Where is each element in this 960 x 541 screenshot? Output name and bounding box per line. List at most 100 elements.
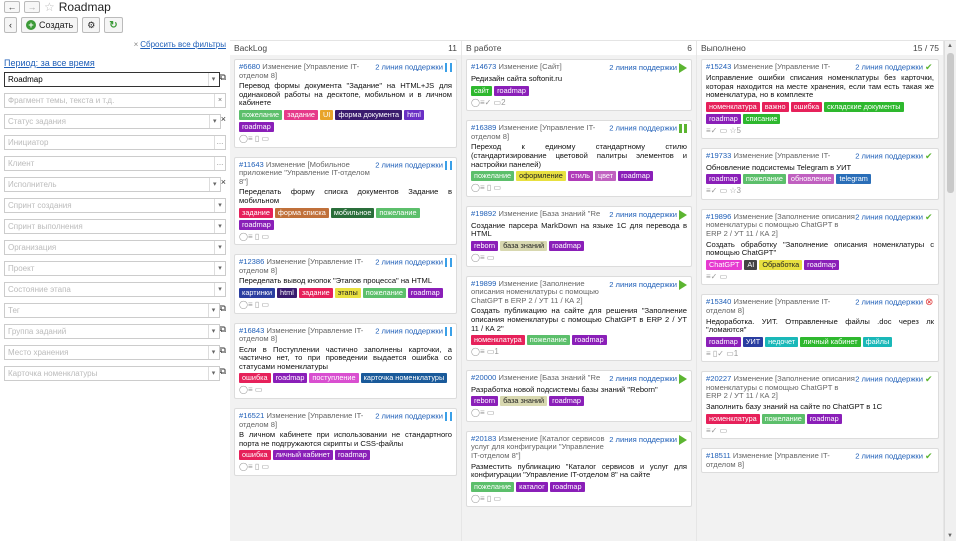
- organization-select[interactable]: Организация ▾: [4, 240, 226, 255]
- tag-badge[interactable]: ошибка: [239, 373, 271, 384]
- task-card[interactable]: #15243 Изменение [Управление IT- 2 линия …: [701, 59, 939, 140]
- project2-select[interactable]: Проект ▾: [4, 261, 226, 276]
- reset-filters[interactable]: × Сбросить все фильтры: [4, 40, 226, 52]
- pause-icon[interactable]: [445, 63, 452, 72]
- executor-select-extra-icon[interactable]: ×: [220, 177, 226, 187]
- card-id[interactable]: #16389: [471, 123, 497, 133]
- tag-badge[interactable]: задание: [284, 109, 318, 120]
- card-id[interactable]: #11643: [239, 159, 264, 169]
- nomenclature-card-select[interactable]: Карточка номенклатуры ▾: [4, 366, 220, 381]
- tag-badge[interactable]: пожелание: [761, 413, 805, 424]
- tag-badge[interactable]: reborn: [471, 396, 499, 407]
- pause-icon[interactable]: [445, 326, 452, 336]
- project-select[interactable]: Roadmap ▾: [4, 72, 220, 87]
- tag-badge[interactable]: roadmap: [549, 396, 584, 407]
- tag-badge[interactable]: reborn: [471, 240, 499, 251]
- tag-badge[interactable]: номенклатура: [706, 101, 760, 112]
- tag-badge[interactable]: номенклатура: [471, 335, 525, 346]
- tag-badge[interactable]: мобильное: [330, 207, 375, 218]
- card-id[interactable]: #18511: [706, 451, 731, 461]
- tag-badge[interactable]: roadmap: [706, 113, 741, 124]
- board-scrollbar[interactable]: ▲ ▼: [944, 41, 956, 541]
- client-select-button-icon[interactable]: …: [214, 157, 225, 170]
- card-id[interactable]: #20227: [706, 374, 732, 384]
- tag-badge[interactable]: roadmap: [407, 287, 443, 298]
- storage-select-extra-icon[interactable]: ⧉: [219, 345, 226, 355]
- storage-select[interactable]: Место хранения ▾: [4, 345, 220, 360]
- tag-badge[interactable]: форма документа: [335, 109, 403, 120]
- card-id[interactable]: #14673: [471, 62, 497, 71]
- tag-badge[interactable]: roadmap: [804, 259, 839, 270]
- tag-badge[interactable]: этапы: [334, 287, 361, 298]
- play-icon[interactable]: [679, 373, 687, 384]
- tag-badge[interactable]: УИТ: [742, 336, 764, 347]
- card-id[interactable]: #16843: [239, 325, 265, 335]
- tag-badge[interactable]: ChatGPT: [706, 259, 743, 270]
- status-select[interactable]: Статус задания ▾: [4, 114, 221, 129]
- tag-badge[interactable]: номенклатура: [706, 413, 760, 424]
- initiator-select[interactable]: Инициатор…: [4, 135, 226, 150]
- tag-badge[interactable]: личный кабинет: [272, 450, 333, 461]
- card-id[interactable]: #20000: [471, 372, 497, 382]
- tag-badge[interactable]: telegram: [836, 174, 871, 185]
- tag-badge[interactable]: форма списка: [274, 207, 329, 218]
- favorite-star-icon[interactable]: ☆: [44, 0, 55, 14]
- nomenclature-card-select-extra-icon[interactable]: ⧉: [219, 366, 226, 376]
- tag-select-button-icon[interactable]: ▾: [207, 304, 219, 317]
- tag-badge[interactable]: roadmap: [549, 240, 584, 251]
- tag-badge[interactable]: roadmap: [806, 413, 842, 424]
- tag-badge[interactable]: каталог: [516, 481, 548, 492]
- tag-badge[interactable]: html: [277, 287, 297, 298]
- task-card[interactable]: #12386 Изменение [Управление IT-отделом …: [234, 254, 457, 314]
- tag-badge[interactable]: пожелание: [362, 287, 406, 298]
- tag-badge[interactable]: пожелание: [239, 109, 283, 120]
- tag-badge[interactable]: UI: [320, 109, 334, 120]
- sprint-created-select[interactable]: Спринт создания ▾: [4, 198, 226, 213]
- tag-badge[interactable]: AI: [744, 259, 758, 270]
- settings-button[interactable]: ⚙: [82, 17, 101, 33]
- tag-badge[interactable]: задание: [239, 207, 273, 218]
- initiator-select-button-icon[interactable]: …: [214, 136, 225, 149]
- tag-badge[interactable]: списание: [742, 113, 781, 124]
- nomenclature-card-select-button-icon[interactable]: ▾: [207, 367, 219, 380]
- tag-badge[interactable]: пожелание: [471, 481, 515, 492]
- pause-icon[interactable]: [679, 124, 687, 134]
- tag-badge[interactable]: пожелание: [376, 207, 420, 218]
- card-id[interactable]: #12386: [239, 257, 265, 267]
- card-id[interactable]: #16521: [239, 411, 265, 421]
- card-id[interactable]: #19892: [471, 208, 497, 218]
- task-card[interactable]: #18511 Изменение [Управление IT-отделом …: [701, 448, 939, 474]
- task-group-select[interactable]: Группа заданий ▾: [4, 324, 220, 339]
- task-group-select-extra-icon[interactable]: ⧉: [219, 324, 226, 334]
- task-card[interactable]: #19899 Изменение [Заполнение описания но…: [466, 275, 692, 361]
- tag-badge[interactable]: ошибка: [239, 450, 271, 461]
- executor-select[interactable]: Исполнитель ▾: [4, 177, 221, 192]
- task-card[interactable]: #16843 Изменение [Управление IT-отделом …: [234, 322, 457, 400]
- tag-badge[interactable]: ошибка: [790, 101, 823, 112]
- task-card[interactable]: #19733 Изменение [Управление IT- 2 линия …: [701, 148, 939, 200]
- task-card[interactable]: #11643 Изменение [Мобильное приложение "…: [234, 156, 457, 246]
- tag-badge[interactable]: карточка номенклатуры: [360, 373, 448, 384]
- status-select-button-icon[interactable]: ▾: [208, 115, 220, 128]
- tag-badge[interactable]: стиль: [567, 171, 593, 182]
- tag-badge[interactable]: оформление: [516, 171, 566, 182]
- tag-badge[interactable]: база знаний: [500, 240, 548, 251]
- task-group-select-button-icon[interactable]: ▾: [207, 325, 219, 338]
- project2-select-button-icon[interactable]: ▾: [214, 262, 225, 275]
- tag-badge[interactable]: цвет: [594, 171, 617, 182]
- forward-arrow-icon[interactable]: →: [24, 1, 40, 13]
- tag-badge[interactable]: обновление: [787, 174, 835, 185]
- pause-icon[interactable]: [445, 160, 452, 170]
- play-icon[interactable]: [679, 63, 687, 73]
- project-select-extra-icon[interactable]: ⧉: [219, 72, 226, 82]
- tag-badge[interactable]: roadmap: [571, 335, 607, 346]
- reset-filters-link[interactable]: Сбросить все фильтры: [140, 40, 226, 49]
- pause-icon[interactable]: [445, 258, 452, 268]
- tag-badge[interactable]: личный кабинет: [800, 336, 861, 347]
- tag-badge[interactable]: сайт: [471, 85, 493, 96]
- tag-badge[interactable]: Обработка: [759, 259, 803, 270]
- card-id[interactable]: #15340: [706, 297, 732, 307]
- card-id[interactable]: #19896: [706, 211, 732, 221]
- tag-badge[interactable]: roadmap: [549, 481, 585, 492]
- tag-badge[interactable]: поступление: [309, 373, 359, 384]
